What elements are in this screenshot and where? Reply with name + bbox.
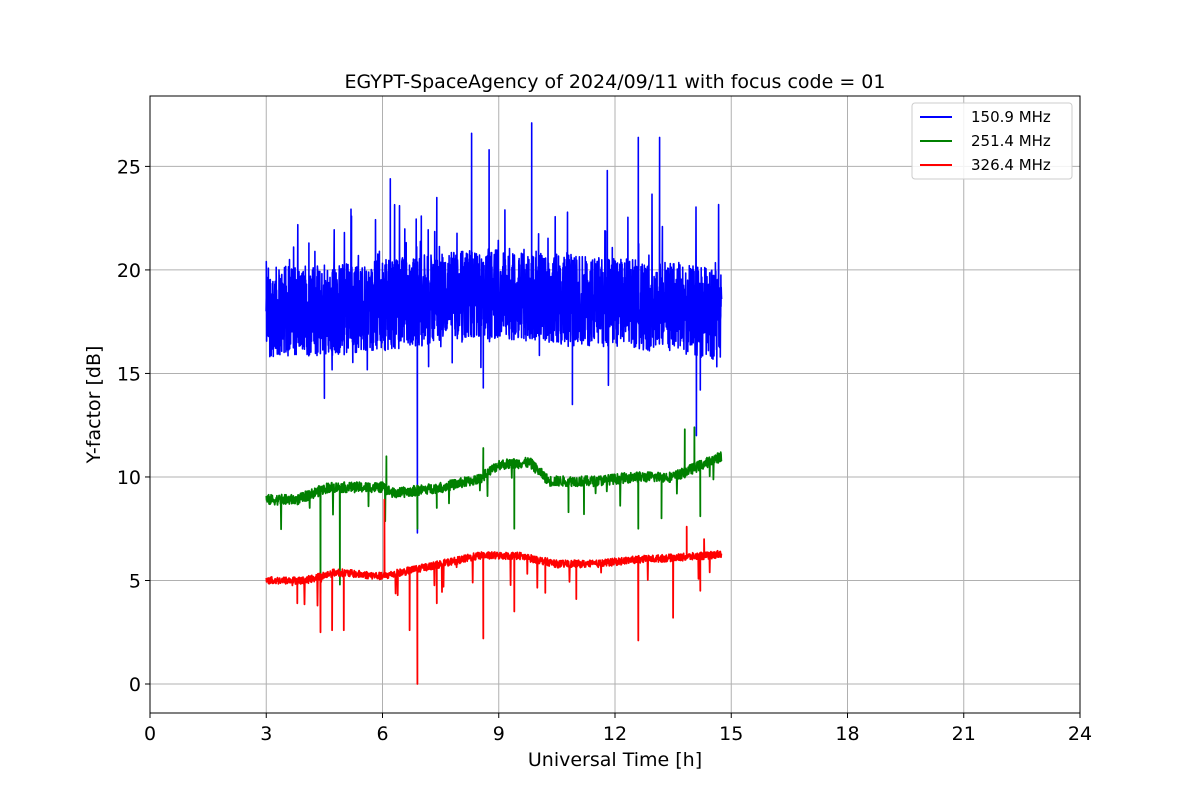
series-150-9-mhz	[265, 122, 723, 534]
y-axis-ticks: 0 5 10 15 20 25	[117, 156, 150, 696]
x-tick-label: 6	[376, 723, 388, 745]
y-tick-label: 5	[129, 570, 141, 592]
x-tick-label: 15	[719, 723, 743, 745]
x-tick-label: 9	[493, 723, 505, 745]
legend: 150.9 MHz 251.4 MHz 326.4 MHz	[911, 102, 1073, 180]
x-tick-label: 21	[952, 723, 976, 745]
x-tick-label: 12	[603, 723, 627, 745]
series-326-4-mhz	[265, 498, 723, 685]
y-tick-label: 0	[129, 674, 141, 696]
x-tick-label: 0	[144, 723, 156, 745]
y-tick-label: 15	[117, 363, 141, 385]
series-251-4-mhz	[265, 426, 723, 594]
legend-label: 326.4 MHz	[971, 156, 1051, 174]
grid	[149, 96, 1081, 713]
y-tick-label: 10	[117, 467, 141, 489]
y-tick-label: 20	[117, 260, 141, 282]
legend-label: 150.9 MHz	[971, 108, 1051, 126]
series-layer	[265, 122, 723, 685]
x-tick-label: 18	[835, 723, 859, 745]
legend-box	[911, 102, 1073, 180]
x-axis-ticks: 0 3 6 9 12 15 18 21 24	[144, 713, 1092, 745]
y-tick-label: 25	[117, 156, 141, 178]
legend-label: 251.4 MHz	[971, 132, 1051, 150]
x-axis-label: Universal Time [h]	[528, 749, 702, 771]
x-tick-label: 3	[260, 723, 272, 745]
y-axis-label: Y-factor [dB]	[83, 346, 105, 465]
x-tick-label: 24	[1068, 723, 1092, 745]
chart-title: EGYPT-SpaceAgency of 2024/09/11 with foc…	[345, 71, 886, 93]
